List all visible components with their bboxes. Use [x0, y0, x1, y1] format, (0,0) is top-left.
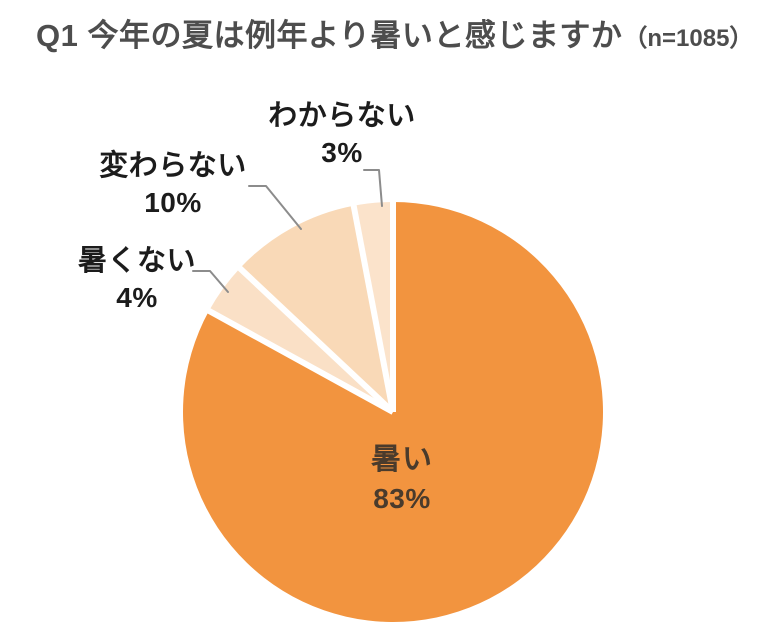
- callout-kawaranai-value: 10%: [144, 186, 202, 218]
- callout-kawaranai: 変わらない 10%: [78, 150, 268, 219]
- slice-separators: [205, 200, 396, 415]
- slice-label-atsui-value: 83%: [373, 482, 431, 514]
- leader-line-kawaranai: [248, 185, 302, 230]
- chart-sample-size: （n=1085）: [623, 25, 754, 52]
- slice-label-atsui: 暑い 83%: [337, 443, 467, 515]
- callout-atsukunai-value: 4%: [116, 281, 158, 313]
- chart-title-text: Q1 今年の夏は例年より暑いと感じますか: [36, 18, 623, 53]
- leader-lines: [192, 169, 383, 293]
- callout-atsukunai: 暑くない 4%: [52, 245, 222, 314]
- callout-wakaranai: わからない 3%: [252, 100, 432, 169]
- leader-line-atsukunai: [192, 270, 229, 293]
- pie-slice-kawaranai[interactable]: [239, 205, 393, 412]
- callout-atsukunai-label: 暑くない: [77, 245, 196, 277]
- callout-wakaranai-label: わからない: [268, 100, 416, 132]
- callout-kawaranai-label: 変わらない: [99, 150, 247, 182]
- chart-title: Q1 今年の夏は例年より暑いと感じますか （n=1085）: [36, 20, 756, 72]
- pie-slice-atsukunai[interactable]: [209, 268, 393, 412]
- callout-wakaranai-value: 3%: [321, 136, 363, 168]
- slice-label-atsui-name: 暑い: [371, 443, 433, 476]
- leader-line-wakaranai: [363, 169, 383, 207]
